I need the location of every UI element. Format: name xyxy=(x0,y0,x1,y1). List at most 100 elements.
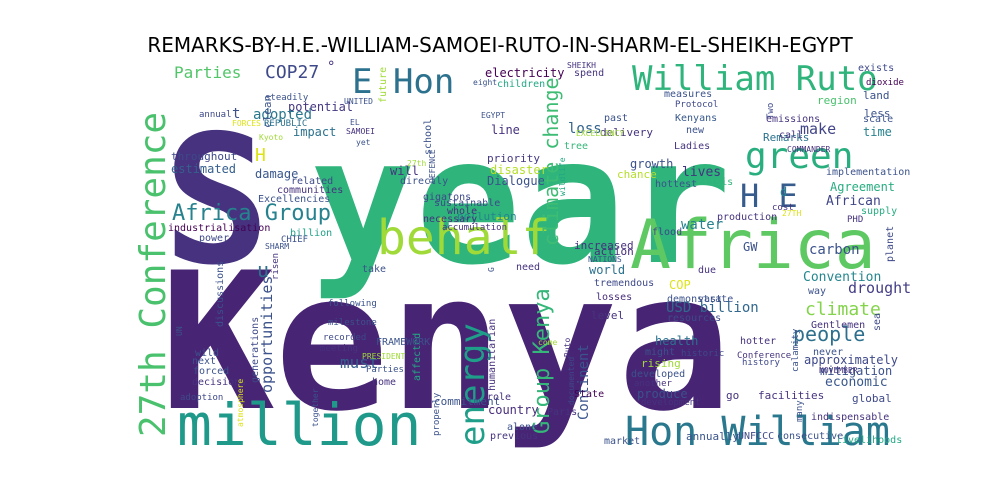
cloud-word: properly xyxy=(432,392,442,436)
cloud-word: implementation xyxy=(826,167,910,178)
cloud-word: together xyxy=(311,388,320,427)
cloud-word: DEFENCE xyxy=(428,149,437,183)
cloud-word: annually xyxy=(686,430,739,443)
cloud-word: climate change xyxy=(539,77,563,246)
cloud-word: another xyxy=(634,379,673,389)
cloud-word: 27TH xyxy=(782,209,801,218)
cloud-word: carbon xyxy=(809,242,860,258)
cloud-word: development xyxy=(641,398,701,408)
cloud-word: UN xyxy=(175,326,184,336)
cloud-word: electricity xyxy=(485,66,564,80)
cloud-word: billion xyxy=(290,228,332,239)
cloud-word: climate xyxy=(805,299,881,320)
cloud-word: whole xyxy=(447,206,477,217)
cloud-word: green xyxy=(745,136,853,177)
cloud-word: cost xyxy=(772,203,794,213)
cloud-word: Kyoto xyxy=(259,133,283,142)
cloud-word: communities xyxy=(277,185,343,196)
cloud-word: Africa xyxy=(630,206,876,285)
cloud-word: directly xyxy=(400,176,448,187)
cloud-word: lives xyxy=(682,165,721,180)
cloud-word: generations xyxy=(250,317,261,383)
cloud-word: chance xyxy=(617,168,657,181)
cloud-word: annual xyxy=(199,110,232,120)
cloud-word: way xyxy=(808,286,826,297)
cloud-word: yet xyxy=(356,138,371,147)
cloud-word: need xyxy=(516,262,540,273)
cloud-word: come xyxy=(538,338,557,347)
cloud-word: H E xyxy=(740,177,798,215)
cloud-word: priority xyxy=(487,152,540,165)
cloud-word: Conference xyxy=(737,351,791,361)
cloud-word: behalf xyxy=(377,210,550,266)
cloud-word: pollution xyxy=(457,210,517,223)
cloud-word: ° xyxy=(327,59,335,75)
cloud-word: due xyxy=(698,265,716,276)
cloud-word: FORCES xyxy=(232,119,261,128)
cloud-word: produce xyxy=(637,387,688,401)
cloud-word: Ruto xyxy=(563,338,572,357)
cloud-word: EL xyxy=(350,118,360,127)
cloud-word: make xyxy=(800,120,836,138)
cloud-word: milestone xyxy=(328,318,377,328)
cloud-word: COP27 xyxy=(265,62,319,83)
cloud-word: EGYPT xyxy=(481,111,505,120)
cloud-word: impact xyxy=(293,125,336,139)
cloud-word: must xyxy=(340,353,379,372)
cloud-word: supply xyxy=(861,206,897,217)
cloud-word: go xyxy=(726,389,739,402)
cloud-word: Convention xyxy=(803,270,881,285)
cloud-word: measures xyxy=(664,89,712,100)
cloud-word: disaster xyxy=(490,163,548,177)
cloud-word: power xyxy=(199,233,229,244)
cloud-word: tremendous xyxy=(594,278,654,289)
cloud-word: delivery xyxy=(600,126,653,139)
cloud-word: H xyxy=(255,145,266,166)
cloud-word: call xyxy=(779,130,803,141)
cloud-word: discussions xyxy=(215,261,226,327)
cloud-word: potential xyxy=(288,100,353,114)
cloud-word: past xyxy=(604,113,628,124)
cloud-word: wildlife xyxy=(558,157,567,196)
cloud-word: growth xyxy=(630,157,673,171)
cloud-word: vast xyxy=(698,294,722,305)
cloud-word: children xyxy=(497,79,545,90)
cloud-word: adopted xyxy=(253,107,312,123)
cloud-word: Ladies xyxy=(674,141,710,152)
cloud-word: Africa Group xyxy=(172,201,331,226)
cloud-word: damage xyxy=(255,167,298,181)
cloud-word: related xyxy=(291,176,333,187)
cloud-word: Agreement xyxy=(830,180,895,194)
cloud-word: flood xyxy=(652,227,682,238)
cloud-word: energy xyxy=(453,323,493,446)
cloud-word: million xyxy=(177,391,421,459)
cloud-word: GW xyxy=(743,240,758,254)
cloud-word: G xyxy=(487,267,496,272)
cloud-word: Kenyans xyxy=(675,113,717,124)
cloud-word: economic xyxy=(825,375,888,390)
cloud-word: demonstrate xyxy=(667,294,733,305)
cloud-word: opportunities xyxy=(258,276,276,393)
cloud-word: sea xyxy=(872,313,883,331)
cloud-word: health xyxy=(655,334,698,348)
cloud-word: risen xyxy=(271,253,281,280)
cloud-word: will xyxy=(390,164,419,178)
cloud-word: livelihoods xyxy=(836,435,902,446)
cloud-word: SHARM xyxy=(265,242,289,251)
cloud-word: industrialisation xyxy=(168,223,270,234)
cloud-word: scale xyxy=(863,114,893,125)
cloud-word: COP xyxy=(669,278,691,292)
cloud-word: COMMANDER xyxy=(787,145,831,154)
cloud-word: indispensable xyxy=(811,412,889,423)
cloud-word: emissions xyxy=(766,114,820,125)
cloud-word: CHIEF xyxy=(281,235,308,245)
cloud-word: consecutive xyxy=(777,431,843,442)
cloud-word: SHEIKH xyxy=(567,61,596,70)
cloud-word: u xyxy=(257,258,269,282)
cloud-word: line xyxy=(491,123,520,137)
cloud-word: wild xyxy=(195,348,219,359)
cloud-word: Parties xyxy=(174,63,241,82)
cloud-word: alone xyxy=(507,422,537,433)
cloud-word: planet xyxy=(885,226,896,262)
